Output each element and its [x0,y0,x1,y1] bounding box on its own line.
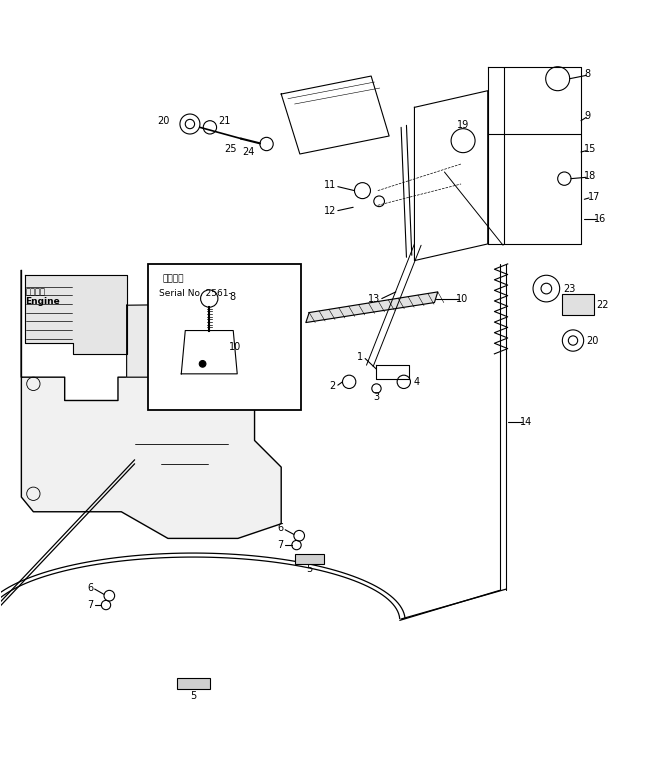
Text: 14: 14 [520,417,532,426]
Text: 22: 22 [596,300,609,309]
Text: 10: 10 [456,294,468,304]
Polygon shape [126,304,254,377]
Polygon shape [181,330,237,374]
Bar [148,264,301,411]
Text: 17: 17 [587,192,600,202]
Text: 6: 6 [277,523,283,533]
Text: 9: 9 [584,111,591,121]
Text: 12: 12 [323,205,336,216]
Text: 15: 15 [584,144,597,155]
Text: 19: 19 [457,120,469,130]
Text: 16: 16 [594,214,607,223]
Text: 13: 13 [367,294,380,304]
Text: 21: 21 [218,116,230,126]
Text: 18: 18 [584,171,597,181]
Text: 25: 25 [225,144,237,155]
Polygon shape [25,275,126,354]
Text: 24: 24 [243,147,255,157]
Text: 20: 20 [157,116,169,126]
Bar [294,554,324,564]
Polygon shape [21,270,281,538]
Text: 8: 8 [584,69,591,79]
Text: 11: 11 [324,180,336,191]
Text: 5: 5 [190,690,197,701]
Text: 4: 4 [413,377,419,387]
Text: エンジン: エンジン [25,287,45,297]
Text: Serial No. 2561-: Serial No. 2561- [159,289,231,298]
Bar [177,679,210,689]
Text: 3: 3 [373,392,379,402]
Text: Engine: Engine [25,298,60,306]
Text: 7: 7 [87,600,94,610]
Bar [563,294,594,316]
Text: 7: 7 [277,540,283,550]
Text: 8: 8 [229,292,235,302]
Text: 23: 23 [563,284,575,294]
Circle shape [199,361,206,367]
Text: 2: 2 [330,381,336,390]
Text: 6: 6 [87,583,94,593]
Polygon shape [306,292,438,323]
Text: 1: 1 [357,352,363,362]
Text: 20: 20 [586,336,599,345]
Text: 10: 10 [229,342,242,352]
Text: 5: 5 [306,564,312,574]
Text: 適用号機: 適用号機 [163,274,184,283]
